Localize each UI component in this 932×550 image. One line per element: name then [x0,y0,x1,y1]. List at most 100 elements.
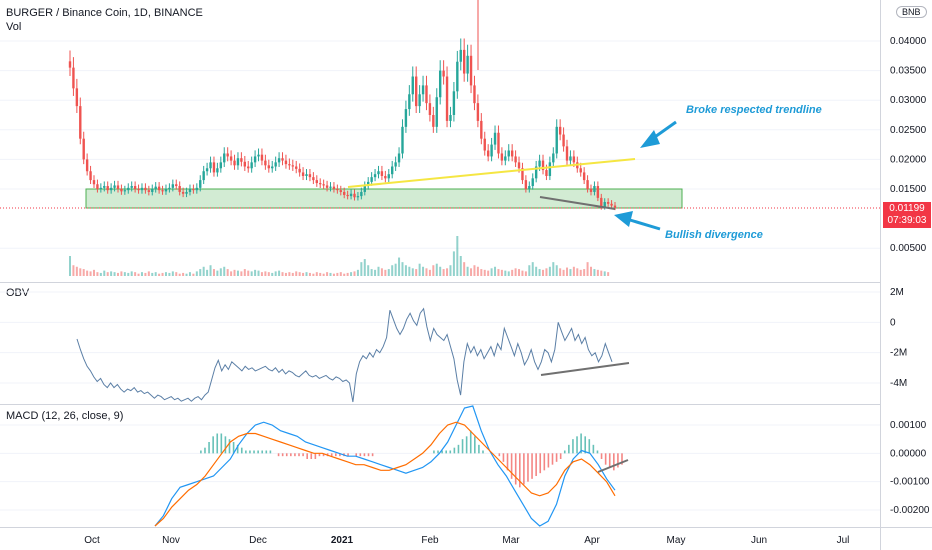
candle-body [233,160,236,166]
candle-body [229,156,233,161]
price-tick-label: 0.02500 [890,125,927,136]
volume-bar [497,269,500,276]
volume-bar [569,269,572,276]
candle-body [600,197,603,207]
macd-histogram-bar [355,453,358,457]
macd-histogram-bar [584,436,587,454]
volume-bar [572,266,575,276]
volume-bar [86,270,89,276]
volume-bar [230,271,233,276]
volume-bar [96,272,99,276]
volume-bar [188,272,191,276]
volume-bar [82,269,85,276]
candle-body [480,120,483,139]
volume-bar [206,269,209,276]
candle-body [579,168,582,173]
volume-bar [219,268,222,276]
time-tick-label: Mar [502,535,520,546]
macd-legend[interactable]: MACD (12, 26, close, 9) [6,410,124,422]
candle-body [199,180,202,188]
volume-bar [305,272,308,276]
pane-separator-2[interactable] [0,404,880,405]
macd-histogram-bar [539,453,542,474]
candle-body [572,156,576,163]
candle-body [373,174,377,178]
candle-body [284,160,288,165]
volume-bar [123,272,126,276]
price-tick-label: 0.03500 [890,66,927,77]
trendline-break-annotation[interactable]: Broke respected trendline [686,104,822,116]
macd-histogram-bar [621,453,623,465]
volume-bar [500,269,503,276]
candle-body [603,202,606,207]
volume-bar [202,266,205,276]
volume-bar [439,266,442,276]
volume-bar [236,270,239,276]
candle-body [243,161,247,167]
candle-body [442,70,445,77]
macd-histogram-bar [527,453,529,482]
volume-bar [346,272,349,276]
macd-histogram-bar [277,453,280,457]
macd-histogram-bar [433,450,435,454]
candle-body [377,171,380,175]
signal-line [154,421,616,527]
candle-body [103,186,106,188]
volume-bar [140,272,143,276]
volume-legend[interactable]: Vol [6,21,22,33]
candle-body [185,191,188,194]
candle-body [212,162,216,173]
candle-body [370,177,373,182]
volume-bar [106,272,109,276]
macd-histogram-bar [302,453,304,457]
volume-bar [456,236,459,276]
volume-bar [518,269,521,276]
volume-bar [593,269,596,276]
candle-body [325,185,329,188]
bullish-divergence-annotation[interactable]: Bullish divergence [665,229,763,241]
last-price-tag: 0.01199 07:39:03 [883,202,931,228]
candle-body [257,154,260,157]
macd-histogram-bar [208,442,210,454]
candle-body [504,156,507,161]
candle-body [449,115,452,121]
volume-bar [552,262,555,276]
candle-body [161,190,164,192]
candle-body [452,91,456,115]
candle-body [291,165,294,167]
candle-body [109,187,113,191]
macd-histogram-bar [576,436,578,454]
candle-body [151,189,154,192]
candle-body [528,186,531,189]
pane-separator-1[interactable] [0,282,880,283]
obv-legend[interactable]: OBV [6,287,30,299]
candle-body [260,154,264,161]
volume-bar [72,265,75,276]
candle-body [140,187,144,191]
candle-body [68,61,72,68]
volume-bar [446,268,449,276]
candle-body [130,186,133,188]
candle-body [476,103,480,121]
candle-body [534,166,538,179]
candle-body [288,164,291,166]
volume-bar [164,272,167,276]
macd-histogram-bar [469,430,472,454]
macd-histogram-bar [228,439,231,454]
macd-histogram-bar [498,453,501,457]
volume-bar [432,265,435,276]
symbol-legend[interactable]: BURGER / Binance Coin, 1D, BINANCE [6,7,203,19]
macd-histogram-bar [330,453,333,457]
volume-bar [291,272,294,276]
candle-body [175,184,178,187]
volume-bar [267,272,270,276]
volume-bar [116,272,119,276]
volume-bar [332,273,335,276]
candle-body [510,150,514,157]
volume-bar [562,269,565,276]
candle-body [329,186,332,188]
candle-body [432,115,435,127]
candle-body [531,178,534,187]
currency-unit-badge[interactable]: BNB [896,6,927,18]
